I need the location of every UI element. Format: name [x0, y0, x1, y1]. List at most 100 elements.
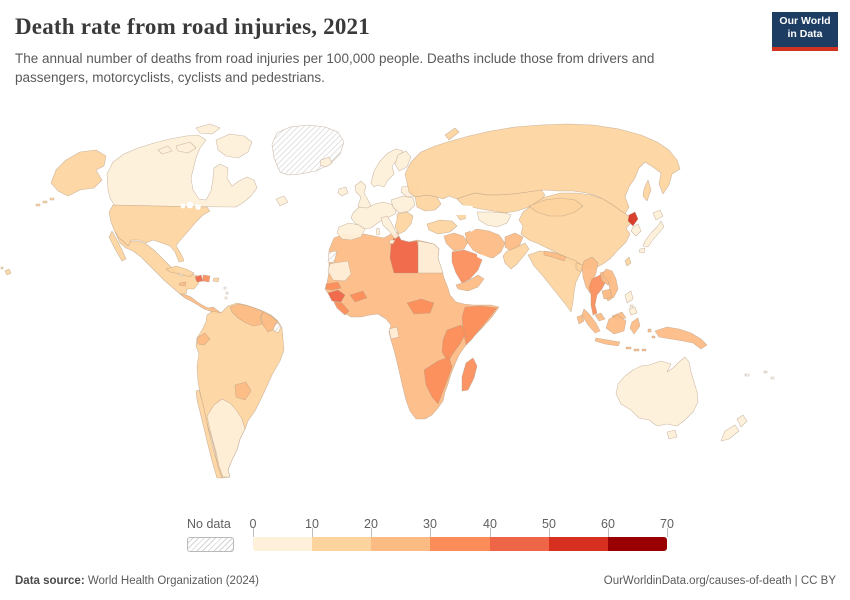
region-canada-victoria-island[interactable]: [175, 141, 197, 154]
region-russia-novaya-zemlya[interactable]: [444, 127, 460, 141]
region-russia-sakhalin[interactable]: [642, 179, 652, 202]
region-paraguay[interactable]: [234, 381, 252, 401]
region-zimbabwe-mozambique[interactable]: [423, 356, 453, 405]
region-sri-lanka[interactable]: [576, 314, 585, 325]
region-italy[interactable]: [375, 215, 400, 245]
region-iberia[interactable]: [336, 222, 366, 241]
region-balkans[interactable]: [394, 211, 414, 235]
legend-tick-line: [312, 528, 313, 537]
region-guinea[interactable]: [327, 289, 346, 303]
region-united-kingdom[interactable]: [354, 180, 372, 211]
legend-tick-label: 20: [364, 517, 378, 531]
region-taiwan[interactable]: [624, 256, 632, 267]
region-papua-new-guinea[interactable]: [654, 326, 708, 350]
region-ireland[interactable]: [337, 186, 349, 197]
legend-band-40-50[interactable]: [489, 537, 549, 551]
legend-tick-line: [549, 528, 550, 537]
legend-band-0-10[interactable]: [253, 537, 313, 551]
region-new-zealand[interactable]: [720, 414, 748, 442]
region-french-guiana[interactable]: [272, 321, 282, 334]
region-united-states-mainland[interactable]: [108, 204, 211, 263]
region-gabon[interactable]: [388, 326, 400, 340]
region-south-korea[interactable]: [630, 223, 642, 237]
region-mauritania[interactable]: [327, 260, 352, 282]
region-turkey[interactable]: [426, 219, 458, 235]
region-indonesia[interactable]: [581, 308, 656, 352]
caspian-sea-icon: [466, 208, 478, 232]
region-scandinavia[interactable]: [370, 148, 404, 188]
legend-tick-line: [667, 528, 668, 537]
region-puerto-rico[interactable]: [212, 277, 220, 283]
data-source-label: Data source:: [15, 575, 85, 587]
legend-tick-label: 60: [601, 517, 615, 531]
region-libya[interactable]: [389, 231, 419, 274]
region-cambodia[interactable]: [601, 288, 613, 300]
region-iran[interactable]: [464, 228, 506, 259]
region-greenland[interactable]: [271, 124, 345, 176]
chart-subtitle: The annual number of deaths from road in…: [15, 51, 655, 86]
region-madagascar[interactable]: [461, 357, 478, 392]
legend-tick-line: [490, 528, 491, 537]
region-iceland[interactable]: [319, 156, 333, 168]
region-venezuela[interactable]: [229, 303, 264, 327]
region-kenya-tanzania[interactable]: [441, 324, 467, 363]
region-chile[interactable]: [195, 389, 223, 479]
owid-logo[interactable]: Our World in Data: [772, 12, 838, 51]
region-central-african-republic[interactable]: [406, 298, 435, 315]
region-jamaica[interactable]: [178, 281, 187, 287]
region-australia[interactable]: [615, 356, 699, 427]
region-lesser-antilles[interactable]: [223, 286, 229, 300]
region-africa-most-countries[interactable]: [324, 231, 500, 420]
legend-band-20-30[interactable]: [371, 537, 431, 551]
legend-no-data-label: No data: [187, 517, 231, 531]
region-eastern-europe[interactable]: [390, 195, 416, 214]
region-canada-arctic-island[interactable]: [157, 145, 173, 155]
region-pacific-islands[interactable]: [744, 370, 775, 380]
region-north-korea[interactable]: [627, 211, 639, 227]
legend-color-bar: [253, 537, 667, 551]
data-source-value: World Health Organization (2024): [84, 575, 259, 587]
legend-band-50-60[interactable]: [548, 537, 608, 551]
region-central-asia[interactable]: [476, 211, 512, 228]
license-note[interactable]: OurWorldinData.org/causes-of-death | CC …: [604, 575, 836, 587]
region-australia-tasmania[interactable]: [666, 429, 678, 440]
region-united-states-alaska[interactable]: [50, 149, 107, 197]
region-finland[interactable]: [394, 150, 412, 172]
region-canada-ellesmere-island[interactable]: [195, 123, 221, 135]
region-guyana-suriname[interactable]: [260, 311, 278, 333]
region-mongolia[interactable]: [528, 197, 584, 217]
legend-band-10-20[interactable]: [312, 537, 372, 551]
region-senegal[interactable]: [325, 281, 342, 291]
region-iraq-syria[interactable]: [443, 232, 469, 252]
region-united-states-aleutians[interactable]: [35, 197, 55, 207]
region-philippines[interactable]: [624, 290, 638, 316]
region-bangladesh[interactable]: [575, 262, 584, 273]
great-lakes-icon: [180, 203, 186, 209]
region-nepal[interactable]: [543, 250, 567, 262]
legend-tick-line: [253, 528, 254, 537]
persian-gulf-icon: [477, 253, 492, 263]
great-lakes-icon: [195, 204, 201, 210]
region-ukraine[interactable]: [414, 194, 442, 212]
region-somalia[interactable]: [461, 305, 498, 346]
region-ecuador[interactable]: [196, 332, 211, 346]
region-pakistan[interactable]: [502, 242, 530, 270]
legend-no-data-swatch[interactable]: [187, 537, 234, 552]
legend-band-30-40[interactable]: [430, 537, 490, 551]
region-japan[interactable]: [638, 209, 665, 254]
region-sierra-leone-liberia[interactable]: [333, 301, 350, 316]
region-saudi-arabia[interactable]: [451, 249, 483, 284]
region-canada-baffin-island[interactable]: [215, 133, 253, 159]
region-mexico-baja[interactable]: [108, 230, 127, 262]
region-yemen-oman[interactable]: [455, 274, 485, 292]
region-canada[interactable]: [106, 134, 258, 208]
region-argentina[interactable]: [206, 398, 246, 478]
region-cuba[interactable]: [165, 265, 195, 278]
region-burkina-faso-benin[interactable]: [349, 290, 368, 303]
region-egypt[interactable]: [417, 240, 444, 274]
region-united-states-hawaii[interactable]: [0, 266, 12, 276]
region-central-america[interactable]: [179, 293, 222, 315]
region-dominican-republic[interactable]: [202, 274, 211, 283]
region-canada-newfoundland[interactable]: [275, 195, 289, 207]
legend-band-60-70[interactable]: [607, 537, 667, 551]
